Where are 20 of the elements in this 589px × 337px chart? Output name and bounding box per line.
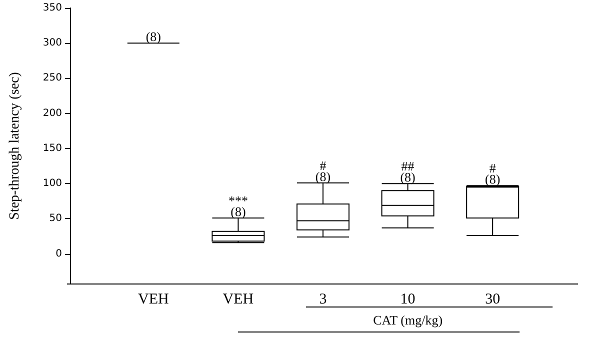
y-tick-label: 350	[42, 2, 62, 14]
annotation: # (8)	[315, 158, 331, 184]
annotation: *** (8)	[228, 192, 248, 219]
y-tick-label: 250	[42, 72, 62, 84]
y-tick-label: 300	[42, 38, 62, 49]
x-tick-label: VEH	[138, 292, 169, 308]
x-tick-label: 3	[319, 292, 327, 308]
x-tick-label: VEH	[222, 292, 254, 308]
y-tick-label: 100	[42, 178, 62, 190]
y-tick-label: 0	[56, 248, 62, 260]
y-tick-label: 50	[49, 213, 62, 224]
y-tick-label: 200	[42, 108, 62, 119]
x-tick-label: 30	[485, 292, 500, 308]
x-tick-label: 10	[400, 292, 416, 308]
y-axis-title: Step-through latency (sec)	[8, 72, 22, 220]
annotation: (8)	[146, 29, 161, 44]
annotation: # (8)	[485, 160, 500, 187]
x-axis-title: CAT (mg/kg)	[373, 312, 443, 328]
annotation: ## (8)	[400, 158, 416, 185]
y-tick-label: 150	[42, 142, 62, 154]
